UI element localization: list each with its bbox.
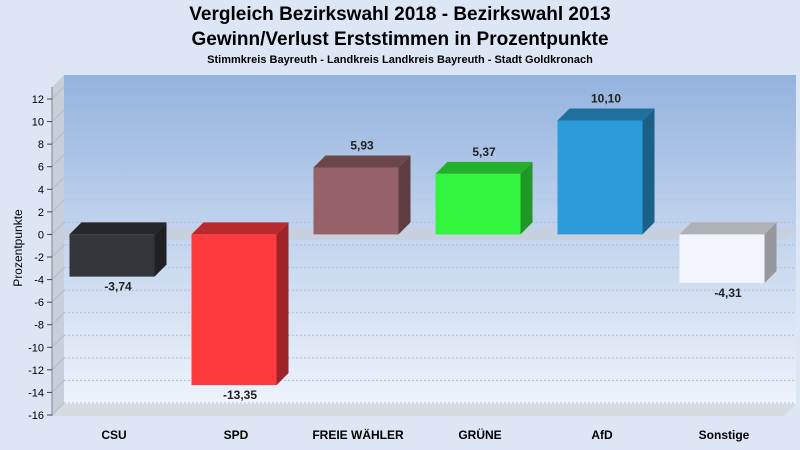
gridline-side — [51, 380, 65, 393]
gridline-side — [51, 312, 65, 326]
y-tick-label: 12 — [32, 94, 44, 106]
chart-subtitle: Gewinn/Verlust Erststimmen in Prozentpun… — [191, 29, 609, 50]
x-tick-label: FREIE WÄHLER — [312, 427, 404, 442]
y-tick-label: 2 — [38, 207, 44, 219]
x-tick-label: CSU — [101, 428, 126, 442]
y-tick-label: -16 — [28, 410, 44, 422]
bar-top — [191, 222, 289, 235]
x-tick-label: GRÜNE — [458, 427, 501, 442]
gridline-side — [51, 222, 65, 235]
plot-side-wall — [52, 75, 64, 416]
bar — [557, 120, 643, 235]
y-tick-label: 10 — [32, 117, 44, 129]
bar — [679, 234, 765, 284]
bar-top — [313, 155, 411, 168]
x-tick-label: SPD — [224, 428, 249, 442]
gridline-side — [51, 199, 65, 213]
bar-group: 5,37 — [435, 145, 533, 235]
gridline-side — [51, 334, 65, 348]
bar-side — [764, 222, 777, 284]
bar-top — [679, 222, 777, 235]
data-label: 5,37 — [472, 145, 496, 159]
gridline-side — [51, 289, 65, 303]
chart-subtitle-region: Stimmkreis Bayreuth - Landkreis Landkrei… — [207, 54, 593, 66]
bar-group: -3,74 — [69, 222, 167, 294]
bar-group: 10,10 — [557, 91, 655, 235]
gridlines — [51, 86, 796, 416]
y-axis-ticks: 12 10 8 6 4 2 0 -2 -4 -6 -8 -10 -12 -14 -16 — [28, 94, 52, 422]
bar-side — [154, 222, 167, 277]
bar-side — [642, 108, 655, 235]
x-tick-label: Sonstige — [699, 428, 750, 442]
bar — [313, 167, 399, 235]
y-axis-label: Prozentpunkte — [11, 209, 25, 287]
gridline-side — [51, 86, 65, 100]
bar-side — [398, 155, 411, 235]
data-label: -13,35 — [223, 388, 257, 402]
bar — [191, 234, 277, 386]
gridline-side — [51, 267, 65, 280]
bars: -3,74 -13,35 5,93 5,37 10,10 -4,31 — [69, 91, 777, 402]
gridline-side — [51, 154, 65, 168]
gridline-side — [51, 244, 65, 258]
chart-title: Vergleich Bezirkswahl 2018 - Bezirkswahl… — [189, 4, 611, 25]
gridline-side — [51, 176, 65, 190]
gridline-side — [51, 109, 65, 122]
bar — [69, 234, 155, 277]
y-tick-label: 0 — [38, 229, 44, 241]
bar — [435, 173, 521, 235]
y-tick-label: 8 — [38, 139, 44, 151]
y-tick-label: -14 — [28, 387, 44, 399]
gridline-side — [51, 131, 65, 145]
x-tick-label: AfD — [591, 428, 613, 442]
bar-group: -13,35 — [191, 222, 289, 402]
bar-top — [69, 222, 167, 235]
data-label: 10,10 — [591, 91, 621, 105]
y-tick-label: -6 — [34, 297, 44, 309]
x-axis-labels: CSU SPD FREIE WÄHLER GRÜNE AfD Sonstige — [101, 427, 749, 442]
y-tick-label: 6 — [38, 162, 44, 174]
data-label: -3,74 — [104, 280, 132, 294]
y-tick-label: -2 — [34, 252, 44, 264]
y-tick-label: -4 — [34, 275, 44, 287]
y-tick-label: -10 — [28, 342, 44, 354]
y-tick-label: -12 — [28, 365, 44, 377]
bar-top — [557, 108, 655, 121]
y-tick-label: 4 — [38, 184, 44, 196]
data-label: 5,93 — [350, 139, 374, 153]
plot-floor — [52, 404, 796, 416]
gridline-side — [51, 402, 65, 416]
bar-side — [520, 161, 533, 235]
data-label: -4,31 — [714, 286, 742, 300]
bar-group: 5,93 — [313, 139, 411, 235]
bar-group: -4,31 — [679, 222, 777, 300]
bar-side — [276, 222, 289, 386]
gridline-side — [51, 357, 65, 371]
y-tick-label: -8 — [34, 320, 44, 332]
bar-top — [435, 161, 533, 174]
